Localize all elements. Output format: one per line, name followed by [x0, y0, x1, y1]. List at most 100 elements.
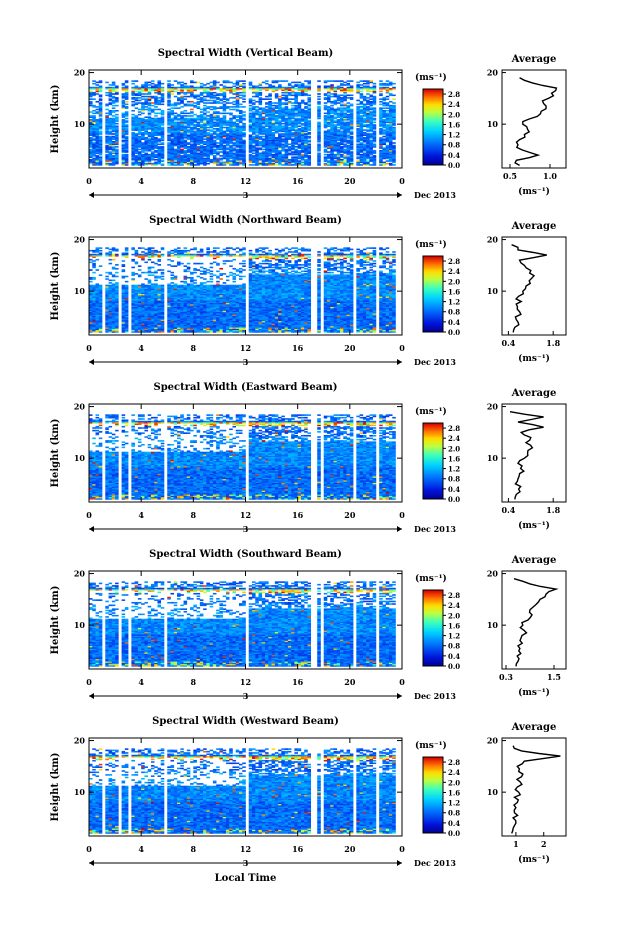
heatmap-cell [167, 143, 171, 146]
heatmap-cell [131, 155, 135, 157]
heatmap-cell [167, 108, 171, 111]
heatmap-cell [392, 82, 396, 85]
heatmap-cell [258, 144, 263, 147]
heatmap-cell [150, 129, 155, 131]
heatmap-cell [252, 119, 256, 121]
heatmap-cell [111, 279, 116, 282]
heatmap-cell [203, 117, 207, 120]
heatmap-cell [258, 161, 263, 164]
heatmap-cell [108, 248, 113, 251]
heatmap-cell [196, 135, 201, 138]
heatmap-cell [206, 156, 210, 158]
heatmap-cell [307, 121, 312, 124]
heatmap-cell [154, 115, 158, 117]
heatmap-cell [372, 117, 377, 120]
heatmap-cell [232, 143, 237, 146]
heatmap-cell [157, 91, 162, 94]
heatmap-cell [317, 149, 321, 152]
heatmap-cell [330, 134, 334, 137]
heatmap-cell [95, 129, 100, 131]
heatmap-cell [137, 146, 142, 148]
heatmap-cell [157, 99, 162, 102]
heatmap-cell [336, 143, 341, 146]
heatmap-cell [147, 104, 152, 107]
heatmap-cell [170, 131, 175, 134]
heatmap-cell [105, 156, 109, 158]
heatmap-cell [183, 122, 188, 125]
heatmap-cell [274, 155, 279, 157]
heatmap-cell [105, 271, 109, 274]
heatmap-cell [206, 162, 210, 165]
heatmap-cell [134, 86, 139, 89]
heatmap-cell [252, 124, 256, 126]
heatmap-cell [203, 131, 207, 134]
heatmap-cell [170, 130, 175, 133]
heatmap-cell [147, 95, 152, 98]
heatmap-cell [212, 149, 217, 152]
heatmap-cell [271, 88, 276, 90]
heatmap-cell [225, 152, 230, 155]
heatmap-cell [173, 137, 178, 139]
heatmap-cell [219, 151, 223, 153]
heatmap-cell [89, 103, 93, 106]
heatmap-cell [242, 80, 246, 82]
heatmap-cell [167, 144, 171, 147]
heatmap-cell [219, 107, 223, 109]
heatmap-cell [121, 121, 126, 124]
heatmap-cell [121, 157, 126, 160]
heatmap-cell [216, 138, 220, 140]
heatmap-cell [359, 153, 364, 156]
heatmap-cell [89, 249, 93, 252]
heatmap-cell [89, 261, 93, 264]
heatmap-cell [268, 142, 272, 144]
heatmap-cell [327, 120, 331, 122]
heatmap-cell [271, 111, 276, 113]
heatmap-cell [147, 107, 152, 109]
heatmap-cell [235, 148, 240, 151]
heatmap-cell [131, 122, 135, 125]
heatmap-cell [268, 157, 272, 160]
heatmap-cell [111, 90, 116, 93]
heatmap-cell [265, 133, 269, 135]
heatmap-cell [379, 93, 383, 95]
heatmap-cell [150, 140, 155, 143]
heatmap-cell [255, 155, 259, 157]
heatmap-cell [300, 153, 305, 156]
heatmap-cell [115, 133, 119, 135]
heatmap-cell [268, 119, 272, 121]
heatmap-cell [265, 121, 269, 124]
heatmap-cell [359, 86, 364, 89]
heatmap-cell [173, 144, 178, 147]
heatmap-cell [323, 144, 328, 147]
heatmap-cell [330, 121, 334, 124]
heatmap-cell [268, 100, 272, 103]
heatmap-cell [284, 97, 289, 99]
heatmap-cell [330, 144, 334, 147]
heatmap-cell [121, 113, 126, 116]
heatmap-cell [98, 98, 103, 100]
heatmap-cell [212, 116, 217, 119]
heatmap-cell [323, 149, 328, 152]
heatmap-cell [111, 143, 116, 146]
heatmap-cell [183, 160, 188, 162]
heatmap-cell [346, 121, 351, 124]
heatmap-cell [177, 162, 181, 165]
heatmap-cell [144, 143, 148, 146]
heatmap-cell [330, 126, 334, 129]
heatmap-cell [278, 137, 282, 139]
heatmap-cell [219, 129, 223, 131]
heatmap-cell [203, 125, 207, 128]
heatmap-cell [115, 98, 119, 100]
heatmap-cell [278, 155, 282, 157]
heatmap-cell [274, 111, 279, 113]
heatmap-cell [141, 158, 145, 161]
heatmap-cell [121, 164, 126, 166]
heatmap-cell [183, 134, 188, 137]
heatmap-cell [265, 80, 269, 82]
heatmap-cell [173, 148, 178, 151]
heatmap-cell [225, 138, 230, 140]
heatmap-cell [248, 137, 253, 139]
heatmap-cell [111, 128, 116, 130]
heatmap-cell [167, 148, 171, 151]
heatmap-cell [154, 158, 158, 161]
